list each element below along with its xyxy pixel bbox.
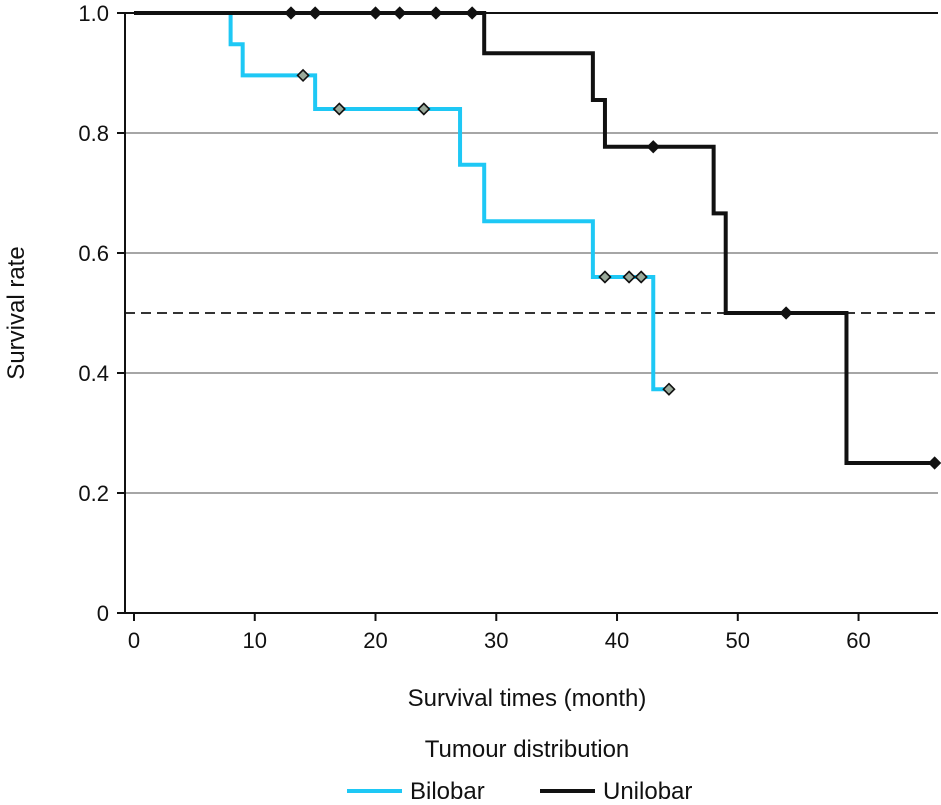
censor-mark-bilobar-0 [296, 68, 310, 83]
censor-mark-unilobar-8 [927, 456, 941, 470]
series-lines [134, 11, 935, 465]
x-tick-label-6: 60 [846, 628, 870, 653]
x-tick-label-2: 20 [363, 628, 387, 653]
x-axis-ticks: 0 10 20 30 40 50 60 [128, 613, 871, 653]
censor-mark-bilobar-1 [332, 102, 346, 116]
censor-mark-bilobar-3 [598, 270, 612, 284]
censor-mark-bilobar-5 [634, 270, 648, 284]
x-tick-label-5: 50 [726, 628, 750, 653]
x-tick-label-4: 40 [605, 628, 629, 653]
y-tick-label-4: 0.8 [78, 121, 109, 146]
y-tick-label-1: 0.2 [78, 481, 109, 506]
x-axis-title: Survival times (month) [408, 685, 647, 712]
censor-marks [284, 6, 941, 470]
censor-mark-bilobar-2 [417, 102, 431, 116]
x-tick-label-0: 0 [128, 628, 140, 653]
y-axis-title: Survival rate [3, 246, 30, 379]
grid-lines [125, 132, 938, 494]
y-tick-label-3: 0.6 [78, 241, 109, 266]
y-tick-label-0: 0 [97, 601, 109, 626]
y-tick-label-5: 1.0 [78, 1, 109, 26]
legend-title: Tumour distribution [425, 736, 630, 763]
series-line-unilobar [134, 11, 935, 465]
y-tick-label-2: 0.4 [78, 361, 109, 386]
x-tick-label-1: 10 [243, 628, 267, 653]
censor-mark-unilobar-6 [646, 140, 660, 154]
legend-label-bilobar: Bilobar [410, 778, 485, 805]
censor-mark-bilobar-6 [662, 382, 676, 396]
legend: Tumour distribution Bilobar Unilobar [347, 736, 692, 805]
censor-mark-unilobar-7 [779, 306, 793, 320]
series-line-bilobar [134, 11, 669, 392]
x-tick-label-3: 30 [484, 628, 508, 653]
axes [124, 12, 938, 614]
y-axis-ticks: 0 0.2 0.4 0.6 0.8 1.0 [78, 1, 125, 626]
legend-label-unilobar: Unilobar [603, 778, 692, 805]
censor-mark-bilobar-4 [622, 270, 636, 284]
